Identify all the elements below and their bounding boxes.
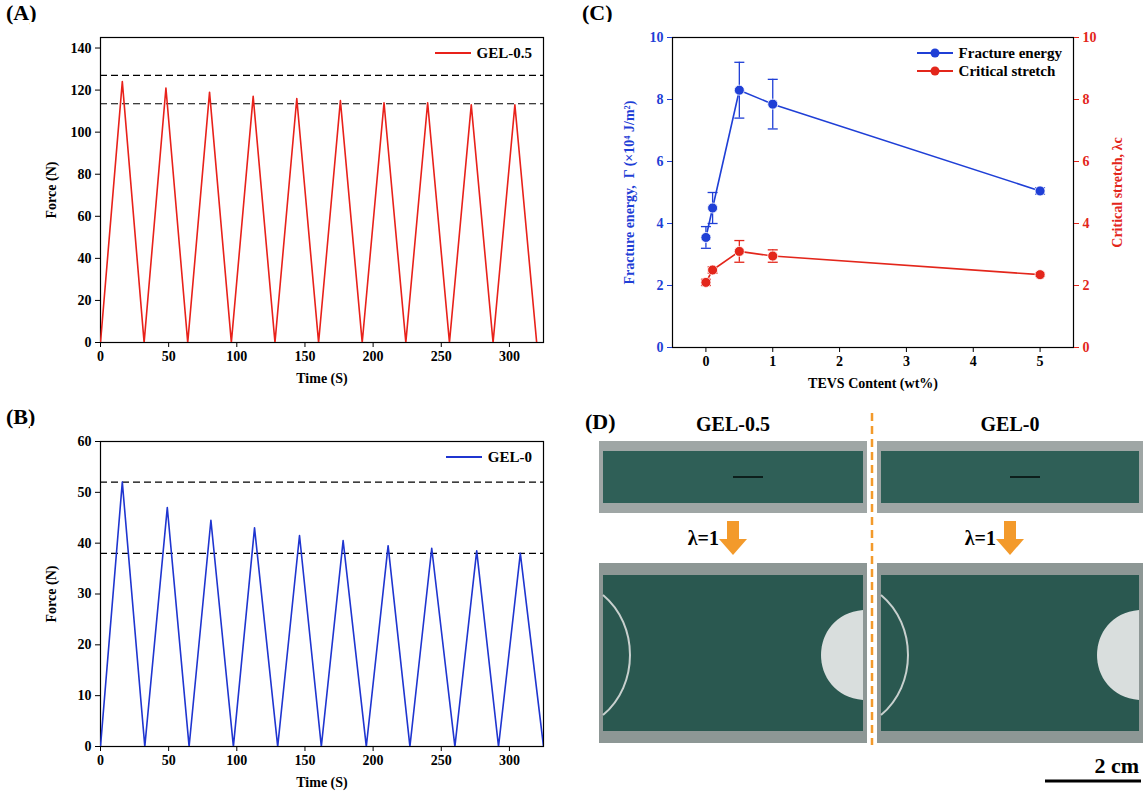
svg-text:5: 5 [1037,354,1044,369]
svg-text:20: 20 [78,293,92,308]
svg-text:0: 0 [97,349,104,364]
svg-text:100: 100 [226,753,247,768]
svg-text:2: 2 [836,354,843,369]
html-text:Critical stretch: Critical stretch [958,63,1056,79]
svg-text:20: 20 [78,637,92,652]
svg-text:6: 6 [657,154,664,169]
svg-text:4: 4 [1083,216,1090,231]
svg-text:λ=1: λ=1 [965,527,996,549]
svg-text:3: 3 [903,354,910,369]
svg-text:150: 150 [294,349,315,364]
html-text:GEL-0.5: GEL-0.5 [476,45,532,61]
svg-text:200: 200 [363,753,384,768]
svg-text:8: 8 [1083,92,1090,107]
svg-text:140: 140 [71,40,92,55]
svg-text:0: 0 [702,354,709,369]
html-text:Fracture energy: Fracture energy [958,45,1062,61]
svg-text:0: 0 [85,739,92,754]
svg-text:0: 0 [657,340,664,355]
svg-text:2: 2 [657,278,664,293]
svg-text:1: 1 [769,354,776,369]
svg-text:4: 4 [970,354,977,369]
svg-text:8: 8 [657,92,664,107]
svg-text:100: 100 [71,125,92,140]
svg-text:TEVS Content (wt%): TEVS Content (wt%) [808,376,938,392]
svg-text:150: 150 [294,753,315,768]
svg-text:Force (N): Force (N) [44,565,60,622]
svg-text:(D): (D) [585,409,616,434]
svg-text:Critical stretch, λc: Critical stretch, λc [1110,137,1125,247]
html-text:(A): (A) [6,0,37,25]
svg-text:40: 40 [78,251,92,266]
svg-text:250: 250 [431,349,452,364]
svg-text:Fracture energy, Γ (×10⁴ J/m²: Fracture energy, Γ (×10⁴ J/m²) [622,100,638,284]
svg-text:30: 30 [78,586,92,601]
svg-text:4: 4 [657,216,664,231]
svg-text:0: 0 [97,753,104,768]
svg-text:λ=1: λ=1 [688,527,719,549]
svg-text:2 cm: 2 cm [1094,753,1139,778]
svg-text:50: 50 [78,485,92,500]
svg-text:120: 120 [71,83,92,98]
html-text:(C): (C) [582,0,613,25]
html-text:(B): (B) [6,404,36,429]
svg-text:0: 0 [85,335,92,350]
svg-text:Time (S): Time (S) [296,775,348,791]
svg-text:Force (N): Force (N) [44,161,60,218]
svg-text:10: 10 [78,688,92,703]
svg-text:300: 300 [499,753,520,768]
svg-text:60: 60 [78,209,92,224]
html-text:GEL-0: GEL-0 [487,449,532,465]
svg-text:GEL-0: GEL-0 [981,413,1040,435]
svg-text:50: 50 [162,349,176,364]
svg-text:GEL-0.5: GEL-0.5 [696,413,770,435]
svg-text:100: 100 [226,349,247,364]
svg-text:300: 300 [499,349,520,364]
svg-text:60: 60 [78,434,92,449]
svg-text:10: 10 [1083,30,1097,45]
svg-text:Time (S): Time (S) [296,371,348,387]
svg-text:50: 50 [162,753,176,768]
svg-text:0: 0 [1083,340,1090,355]
svg-text:80: 80 [78,167,92,182]
svg-text:2: 2 [1083,278,1090,293]
svg-text:10: 10 [650,30,664,45]
svg-text:250: 250 [431,753,452,768]
svg-text:6: 6 [1083,154,1090,169]
svg-text:40: 40 [78,536,92,551]
svg-text:200: 200 [363,349,384,364]
